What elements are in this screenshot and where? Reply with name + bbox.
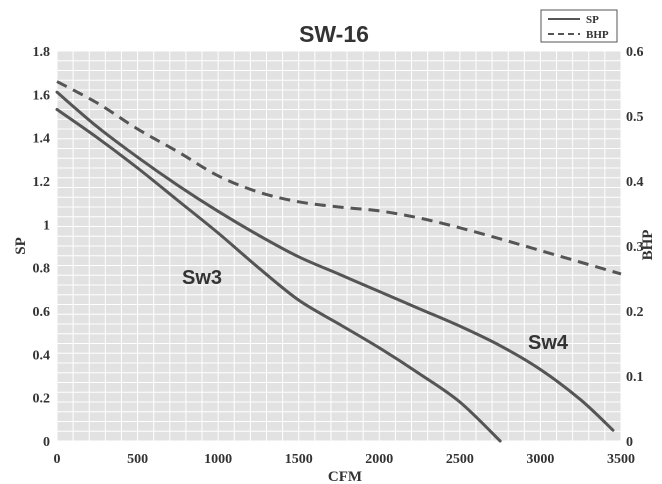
x-tick-label: 1000 bbox=[204, 452, 232, 467]
y-tick-label: 0.6 bbox=[33, 305, 51, 320]
y-tick-label: 0.4 bbox=[33, 348, 51, 363]
y2-axis-title: BHP bbox=[640, 230, 656, 261]
x-axis-title: CFM bbox=[328, 469, 362, 484]
y-axis-title: SP bbox=[13, 237, 29, 255]
x-tick-label: 0 bbox=[54, 452, 61, 467]
y-tick-label: 0.2 bbox=[33, 392, 51, 407]
chart-title: SW-16 bbox=[299, 21, 369, 47]
y-tick-label: 0 bbox=[43, 435, 50, 450]
y2-tick-label: 0.4 bbox=[626, 175, 644, 190]
y-tick-label: 1.6 bbox=[33, 88, 51, 103]
x-tick-label: 2000 bbox=[365, 452, 393, 467]
x-tick-label: 3500 bbox=[607, 452, 635, 467]
legend-box bbox=[540, 9, 618, 43]
series-label-sw3: Sw3 bbox=[182, 267, 222, 289]
y-tick-label: 1 bbox=[43, 218, 50, 233]
x-tick-label: 3000 bbox=[526, 452, 554, 467]
y2-tick-label: 0.1 bbox=[626, 370, 644, 385]
series-label-sw4: Sw4 bbox=[528, 332, 569, 354]
x-axis-ticks: 0 500 1000 1500 2000 2500 3000 3500 bbox=[54, 452, 636, 467]
series-lines bbox=[55, 80, 622, 443]
y-tick-label: 1.2 bbox=[33, 175, 51, 190]
x-tick-label: 1500 bbox=[285, 452, 313, 467]
legend-label-sp: SP bbox=[586, 14, 599, 26]
x-tick-label: 2500 bbox=[446, 452, 474, 467]
grid bbox=[56, 50, 622, 442]
x-tick-label: 500 bbox=[127, 452, 148, 467]
y-tick-label: 0.8 bbox=[33, 262, 51, 277]
legend: SP BHP bbox=[540, 9, 618, 43]
y2-tick-label: 0 bbox=[626, 435, 633, 450]
series-line-bhp bbox=[56, 80, 622, 276]
y-tick-label: 1.4 bbox=[33, 132, 51, 147]
y-tick-label: 1.8 bbox=[33, 45, 51, 60]
series-line-sw3 bbox=[55, 108, 502, 443]
y2-axis-ticks: 0 0.1 0.2 0.3 0.4 0.5 0.6 bbox=[626, 45, 644, 450]
y2-tick-label: 0.6 bbox=[626, 45, 644, 60]
series-line-sw4 bbox=[55, 90, 615, 432]
y2-tick-label: 0.2 bbox=[626, 305, 644, 320]
y2-tick-label: 0.5 bbox=[626, 110, 644, 125]
y-axis-ticks: 0 0.2 0.4 0.6 0.8 1 1.2 1.4 1.6 1.8 bbox=[33, 45, 51, 450]
legend-label-bhp: BHP bbox=[586, 29, 609, 41]
y2-tick-label: 0.3 bbox=[626, 240, 644, 255]
